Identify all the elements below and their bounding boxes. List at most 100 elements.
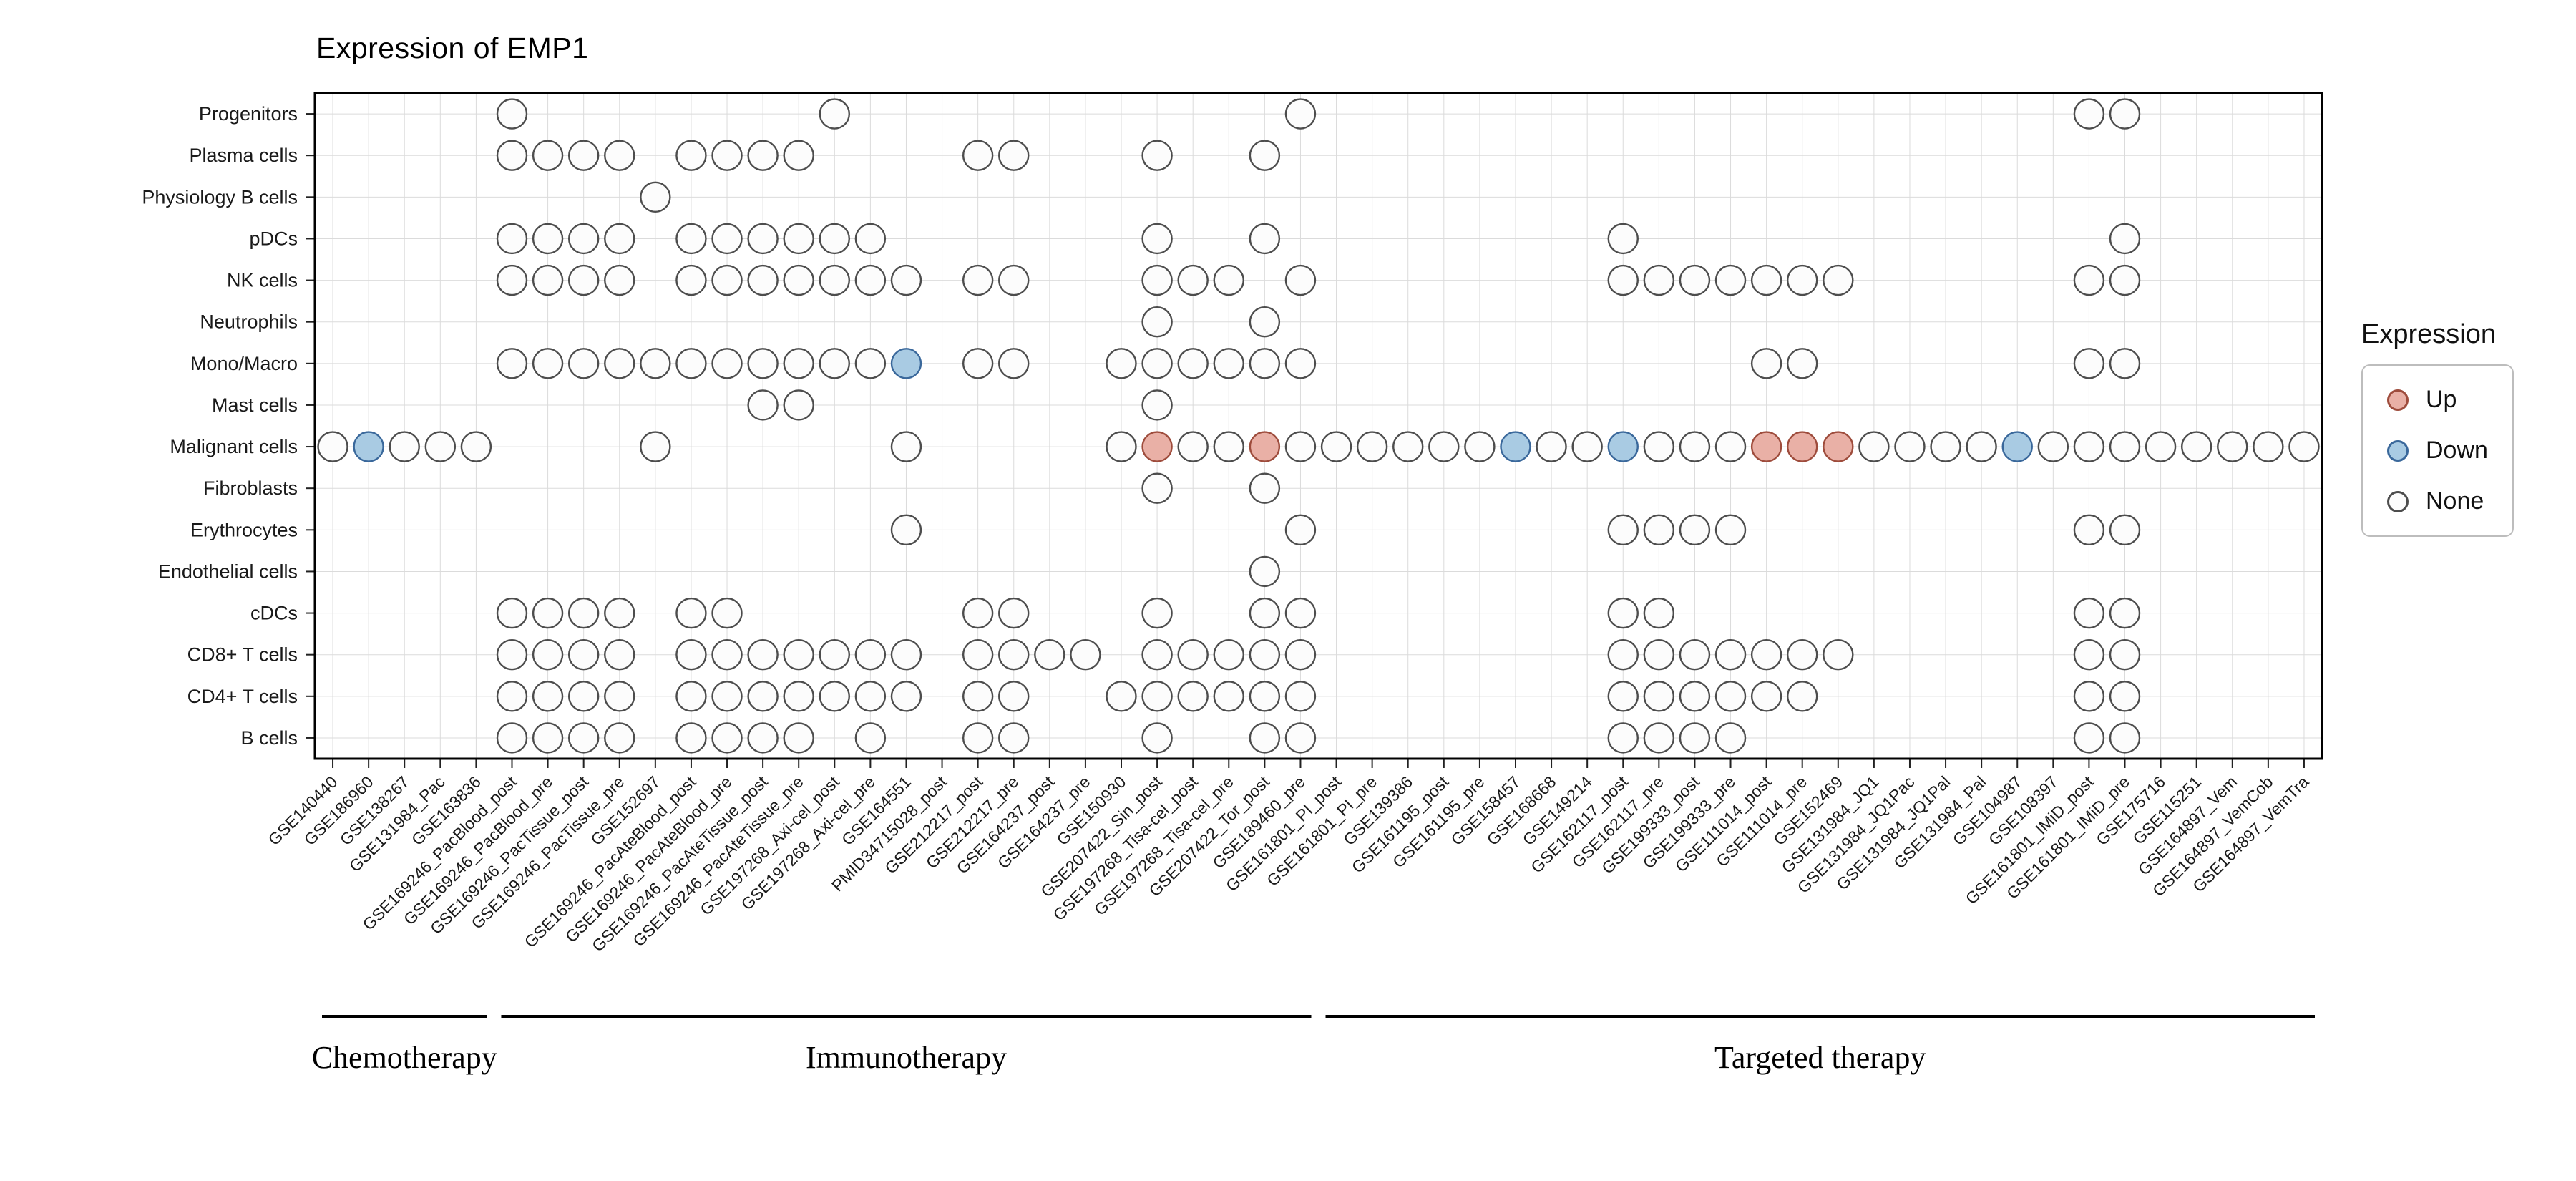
expression-dot xyxy=(998,348,1030,379)
expression-dot xyxy=(1141,264,1173,296)
expression-dot xyxy=(675,722,707,754)
expression-dot xyxy=(1284,681,1317,712)
expression-dot xyxy=(854,223,887,255)
expression-dot xyxy=(1679,264,1711,296)
therapy-group-label: Chemotherapy xyxy=(312,1040,497,1075)
expression-dot xyxy=(2109,638,2141,671)
expression-dot xyxy=(1213,681,1244,712)
expression-dot xyxy=(783,223,814,255)
expression-dot xyxy=(747,140,779,171)
expression-dot xyxy=(783,389,814,421)
expression-dot xyxy=(1249,431,1281,462)
expression-dot xyxy=(532,597,564,629)
expression-dot xyxy=(1284,264,1317,296)
expression-dot xyxy=(711,348,743,379)
expression-dot xyxy=(1034,638,1065,671)
expression-dot xyxy=(1249,348,1281,379)
expression-dot xyxy=(1643,638,1675,671)
expression-dot xyxy=(1177,638,1209,671)
expression-dot xyxy=(2073,431,2105,462)
expression-dot xyxy=(675,264,707,296)
legend-item-label: Up xyxy=(2426,386,2457,413)
expression-dot xyxy=(1966,431,1997,462)
expression-dot xyxy=(1714,431,1747,462)
legend-box: Up Down None xyxy=(2361,364,2514,537)
expression-dot xyxy=(1607,514,1639,546)
expression-dot xyxy=(783,681,814,712)
expression-dot xyxy=(675,140,707,171)
expression-dot xyxy=(998,264,1030,296)
expression-dot xyxy=(1679,514,1711,546)
expression-dot xyxy=(711,597,743,629)
expression-dot xyxy=(711,223,743,255)
expression-dot xyxy=(1787,681,1818,712)
y-axis-label: Progenitors xyxy=(199,103,298,125)
expression-dot xyxy=(2001,431,2033,462)
expression-dot xyxy=(1141,431,1173,462)
expression-dot xyxy=(854,638,887,671)
expression-dot xyxy=(819,638,850,671)
expression-dot xyxy=(1284,722,1317,754)
expression-dot xyxy=(1464,431,1496,462)
expression-dot xyxy=(496,722,528,754)
expression-dot xyxy=(1571,431,1603,462)
expression-dot xyxy=(1213,264,1244,296)
expression-dot xyxy=(2073,638,2105,671)
expression-dot xyxy=(747,264,779,296)
expression-dot xyxy=(389,431,420,462)
expression-dot xyxy=(1249,555,1281,588)
expression-dot xyxy=(1643,722,1675,754)
expression-dot xyxy=(890,681,922,712)
expression-dot xyxy=(675,638,707,671)
expression-dot xyxy=(1643,597,1675,629)
expression-dot xyxy=(711,638,743,671)
expression-dot xyxy=(1607,597,1639,629)
legend-title: Expression xyxy=(2361,319,2496,349)
expression-dot xyxy=(1249,306,1281,338)
expression-dot xyxy=(711,264,743,296)
expression-dot xyxy=(1823,264,1854,296)
expression-dot xyxy=(1500,431,1531,462)
y-axis-label: Malignant cells xyxy=(170,436,298,457)
expression-dot xyxy=(496,638,528,671)
expression-dot xyxy=(2073,722,2105,754)
expression-dot xyxy=(496,597,528,629)
expression-dot xyxy=(532,722,564,754)
expression-dot xyxy=(1607,681,1639,712)
expression-dot xyxy=(604,223,635,255)
expression-dot xyxy=(532,264,564,296)
expression-dot xyxy=(1607,722,1639,754)
y-axis-label: Mast cells xyxy=(212,394,298,416)
expression-dot xyxy=(532,638,564,671)
expression-dot xyxy=(567,348,600,379)
y-axis-label: Plasma cells xyxy=(189,145,298,166)
expression-dot xyxy=(424,431,457,462)
expression-dot xyxy=(2288,431,2320,462)
expression-dot xyxy=(604,264,635,296)
expression-dot xyxy=(567,681,600,712)
expression-dot xyxy=(1141,306,1173,338)
expression-dot xyxy=(1249,638,1281,671)
y-axis-label: B cells xyxy=(240,727,298,749)
expression-dot xyxy=(567,140,600,171)
expression-dot xyxy=(819,223,850,255)
expression-dot xyxy=(496,264,528,296)
expression-dot xyxy=(854,722,887,754)
legend-item-down: Down xyxy=(2387,437,2488,465)
expression-dot xyxy=(962,348,994,379)
expression-dot xyxy=(1213,638,1244,671)
expression-dot xyxy=(496,348,528,379)
y-axis-label: Fibroblasts xyxy=(203,477,298,499)
expression-dot xyxy=(1249,681,1281,712)
expression-dot xyxy=(1714,514,1747,546)
expression-dot xyxy=(819,348,850,379)
panel-border xyxy=(313,92,2323,760)
expression-dot xyxy=(1284,597,1317,629)
expression-dot xyxy=(747,722,779,754)
expression-dot xyxy=(747,638,779,671)
expression-dot xyxy=(962,140,994,171)
expression-dot xyxy=(640,181,671,213)
expression-dot xyxy=(783,348,814,379)
expression-dot xyxy=(1213,431,1244,462)
expression-dot xyxy=(1787,431,1818,462)
